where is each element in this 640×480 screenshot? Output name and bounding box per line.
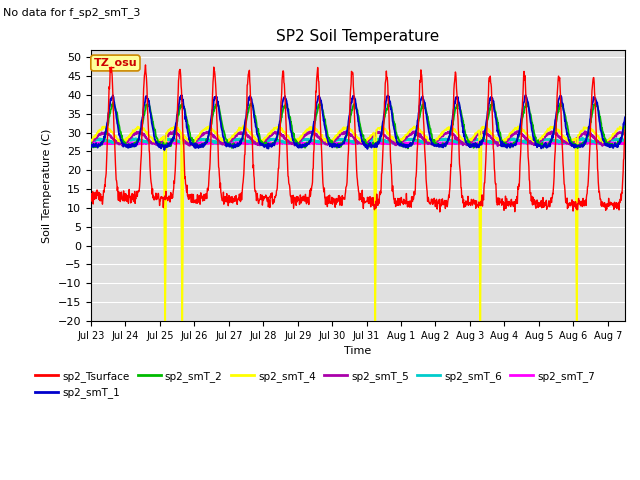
X-axis label: Time: Time xyxy=(344,346,372,356)
Legend: sp2_Tsurface, sp2_smT_1, sp2_smT_2, sp2_smT_4, sp2_smT_5, sp2_smT_6, sp2_smT_7: sp2_Tsurface, sp2_smT_1, sp2_smT_2, sp2_… xyxy=(31,367,600,402)
Title: SP2 Soil Temperature: SP2 Soil Temperature xyxy=(276,29,440,44)
Text: TZ_osu: TZ_osu xyxy=(93,58,137,68)
Y-axis label: Soil Temperature (C): Soil Temperature (C) xyxy=(42,128,52,242)
Text: No data for f_sp2_smT_3: No data for f_sp2_smT_3 xyxy=(3,7,141,18)
